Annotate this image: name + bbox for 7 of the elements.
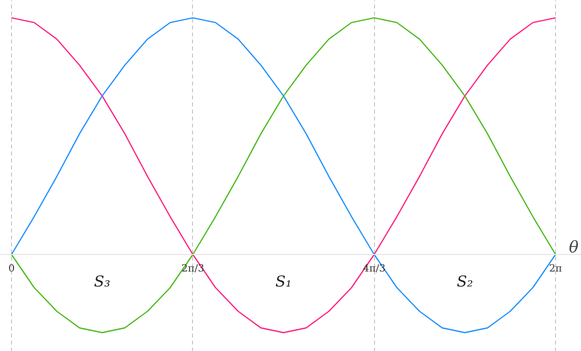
annotation: S₃	[94, 272, 110, 291]
x-tick-label: 2π	[549, 264, 562, 275]
x-tick-label: 2π/3	[182, 264, 204, 275]
annotation: S₂	[456, 272, 474, 291]
x-tick-label: 0	[8, 264, 15, 275]
annotation: S₁	[275, 272, 292, 291]
x-axis-title: θ	[568, 238, 579, 257]
